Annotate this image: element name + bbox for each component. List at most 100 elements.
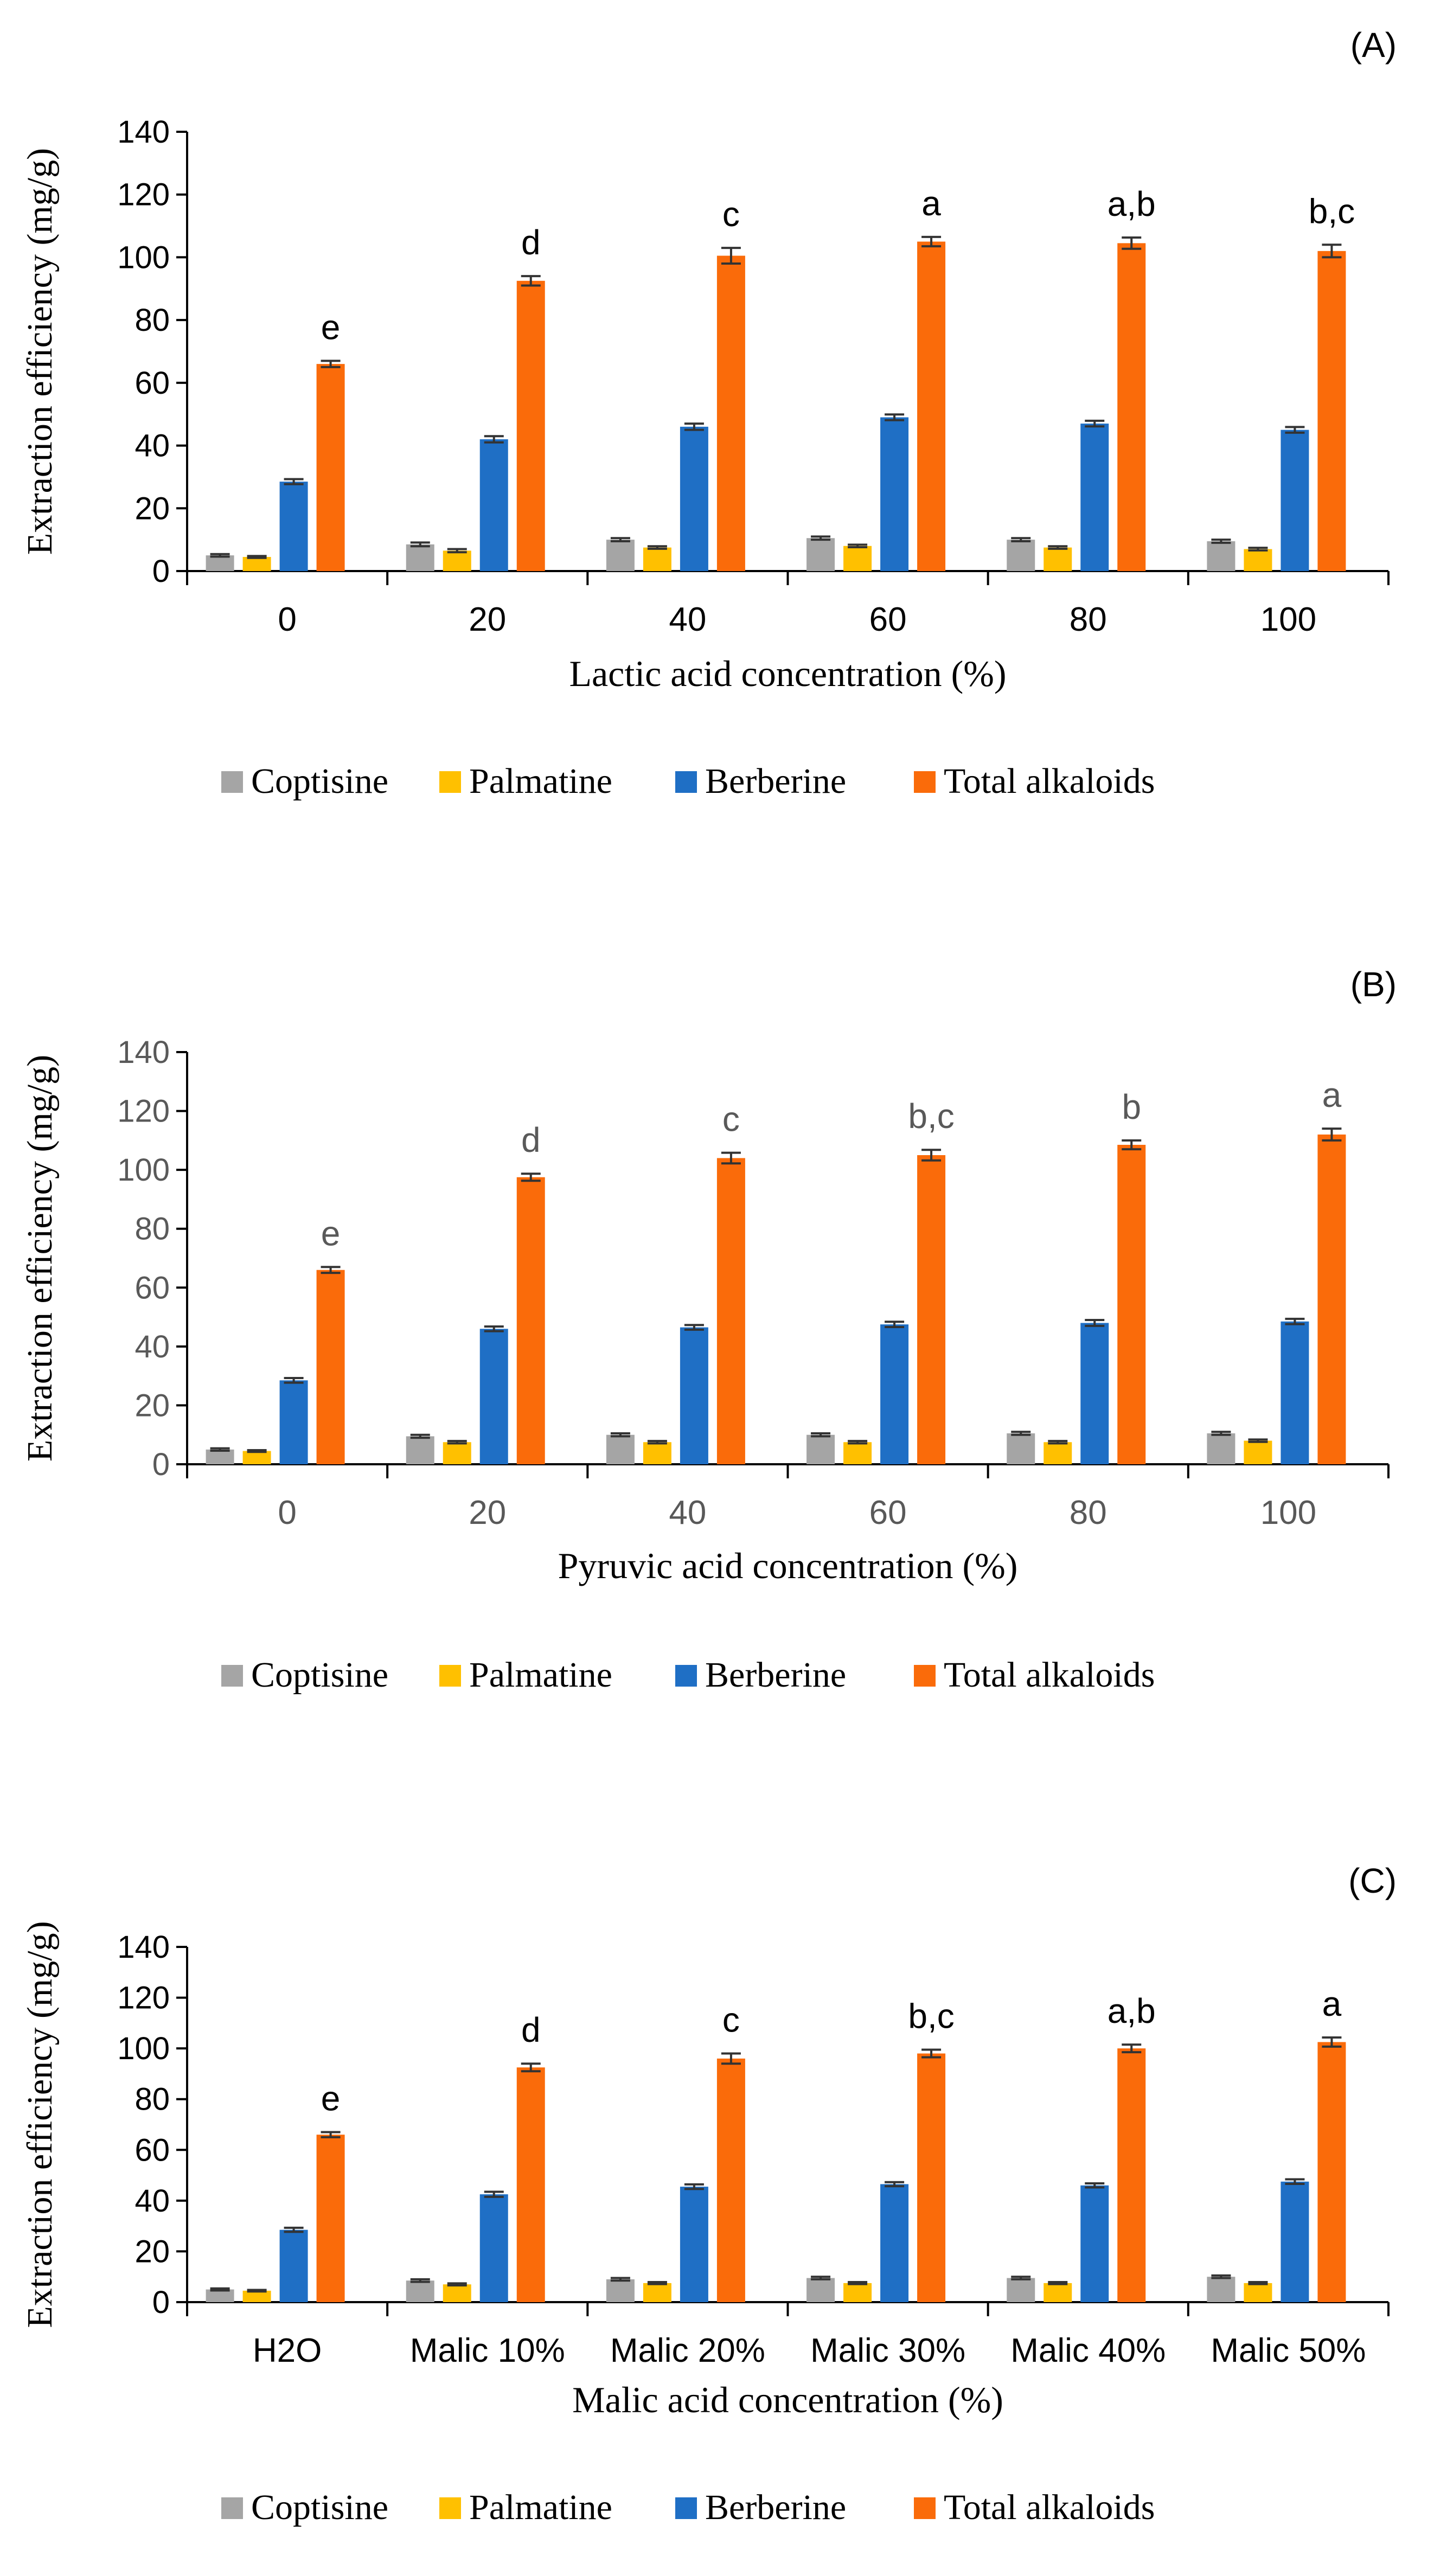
x-tick-label: 20: [469, 601, 506, 638]
x-tick-label: Malic 10%: [410, 2332, 565, 2369]
legend-swatch-berberine: [675, 2497, 697, 2519]
bar-berberine-4: [880, 2184, 909, 2302]
error-bar-berberine-5: [1085, 2182, 1105, 2189]
y-tick-label: 140: [117, 1930, 170, 1965]
error-bar-palmatine-5: [1048, 1440, 1068, 1445]
y-tick-label: 20: [135, 491, 170, 526]
x-axis-label: Malic acid concentration (%): [572, 2379, 1003, 2420]
y-tick-label: 20: [135, 1388, 170, 1423]
bar-coptisine-3: [606, 540, 635, 571]
bar-total-alkaloids-3: [716, 1158, 745, 1464]
significance-letter: a,b: [1107, 184, 1156, 223]
error-bar-palmatine-6: [1248, 2281, 1268, 2285]
bar-berberine-1: [279, 1380, 308, 1464]
legend-label: Palmatine: [469, 1655, 612, 1695]
bar-total-alkaloids-6: [1317, 1135, 1346, 1464]
error-bar-total-alkaloids-4: [921, 2048, 942, 2059]
bar-coptisine-2: [406, 544, 434, 571]
bar-berberine-1: [279, 2229, 308, 2302]
error-bar-coptisine-3: [610, 1432, 630, 1438]
bar-total-alkaloids-4: [917, 241, 946, 571]
y-axis-label: Extraction efficiency (mg/g): [20, 1921, 60, 2328]
error-bar-coptisine-3: [610, 2277, 630, 2282]
bar-total-alkaloids-6: [1317, 251, 1346, 571]
bar-berberine-5: [1080, 1323, 1109, 1464]
error-bar-total-alkaloids-4: [921, 235, 942, 248]
y-tick-label: 140: [117, 114, 170, 150]
error-bar-palmatine-6: [1248, 1438, 1268, 1443]
bar-palmatine-6: [1244, 549, 1272, 571]
error-bar-palmatine-2: [447, 548, 467, 554]
panel-label: (B): [1350, 965, 1397, 1004]
error-bar-coptisine-3: [610, 537, 630, 543]
bar-berberine-1: [279, 482, 308, 571]
error-bar-palmatine-4: [848, 2281, 868, 2285]
bar-berberine-5: [1080, 424, 1109, 571]
legend: Coptisine Palmatine Berberine Total alkaloi…: [221, 1655, 1155, 1695]
bar-total-alkaloids-4: [917, 1155, 946, 1464]
error-bar-total-alkaloids-6: [1322, 2036, 1342, 2048]
legend-label: Total alkaloids: [944, 1655, 1155, 1695]
error-bar-berberine-2: [484, 435, 504, 444]
error-bar-coptisine-2: [410, 1433, 430, 1439]
bar-coptisine-4: [806, 538, 835, 571]
x-axis-label: Pyruvic acid concentration (%): [558, 1545, 1018, 1586]
significance-letter: e: [321, 307, 341, 347]
y-tick-label: 120: [117, 1981, 170, 2016]
legend-label: Berberine: [705, 761, 846, 801]
x-tick-label: 60: [869, 1494, 907, 1531]
error-bar-palmatine-4: [848, 543, 868, 549]
bar-total-alkaloids-5: [1117, 2048, 1146, 2302]
bar-palmatine-2: [443, 1442, 471, 1464]
error-bar-total-alkaloids-5: [1122, 2043, 1142, 2054]
legend-swatch-palmatine: [439, 1665, 461, 1687]
bar-palmatine-3: [643, 2283, 671, 2302]
legend-item-palmatine: Palmatine: [439, 761, 612, 801]
error-bar-total-alkaloids-3: [721, 1151, 741, 1165]
significance-letter: c: [722, 2001, 740, 2040]
significance-letter: b,c: [1309, 191, 1355, 230]
error-bar-coptisine-4: [811, 2276, 831, 2280]
x-tick-label: 100: [1260, 601, 1316, 638]
error-bar-berberine-4: [885, 2181, 905, 2188]
bar-coptisine-6: [1207, 1433, 1235, 1464]
bar-berberine-5: [1080, 2185, 1109, 2302]
bar-palmatine-2: [443, 2284, 471, 2302]
legend-swatch-total-alkaloids: [914, 1665, 936, 1687]
error-bar-berberine-1: [284, 2226, 304, 2233]
x-tick-label: 80: [1070, 1494, 1107, 1531]
legend-swatch-total-alkaloids: [914, 771, 936, 793]
error-bar-berberine-6: [1285, 426, 1305, 434]
y-tick-label: 120: [117, 177, 170, 213]
y-tick-label: 40: [135, 1329, 170, 1364]
legend-label: Palmatine: [469, 2488, 612, 2527]
error-bar-berberine-5: [1085, 419, 1105, 428]
y-tick-label: 0: [152, 2285, 170, 2320]
y-axis-label: Extraction efficiency (mg/g): [20, 148, 60, 555]
legend-swatch-palmatine: [439, 771, 461, 793]
bar-berberine-3: [680, 1327, 708, 1464]
x-tick-label: 80: [1070, 601, 1107, 638]
error-bar-palmatine-5: [1048, 545, 1068, 550]
error-bar-coptisine-5: [1011, 1431, 1031, 1436]
bar-total-alkaloids-1: [316, 2135, 345, 2302]
error-bar-palmatine-5: [1048, 2281, 1068, 2285]
bar-coptisine-4: [806, 2278, 835, 2302]
legend-swatch-berberine: [675, 1665, 697, 1687]
bar-berberine-2: [479, 1329, 508, 1464]
significance-letter: a: [1322, 1984, 1342, 2023]
x-tick-label: 40: [669, 1494, 706, 1531]
error-bar-total-alkaloids-3: [721, 247, 741, 265]
legend-label: Coptisine: [251, 761, 388, 801]
error-bar-total-alkaloids-4: [921, 1149, 942, 1162]
error-bar-berberine-3: [684, 1324, 704, 1331]
x-tick-label: Malic 50%: [1211, 2332, 1366, 2369]
error-bar-palmatine-3: [647, 545, 667, 550]
legend-item-coptisine: Coptisine: [221, 1655, 388, 1695]
legend-swatch-coptisine: [221, 1665, 243, 1687]
legend-label: Coptisine: [251, 1655, 388, 1695]
error-bar-berberine-4: [885, 1321, 905, 1329]
legend-item-coptisine: Coptisine: [221, 761, 388, 801]
error-bar-palmatine-6: [1248, 547, 1268, 552]
error-bar-total-alkaloids-1: [321, 1266, 341, 1274]
